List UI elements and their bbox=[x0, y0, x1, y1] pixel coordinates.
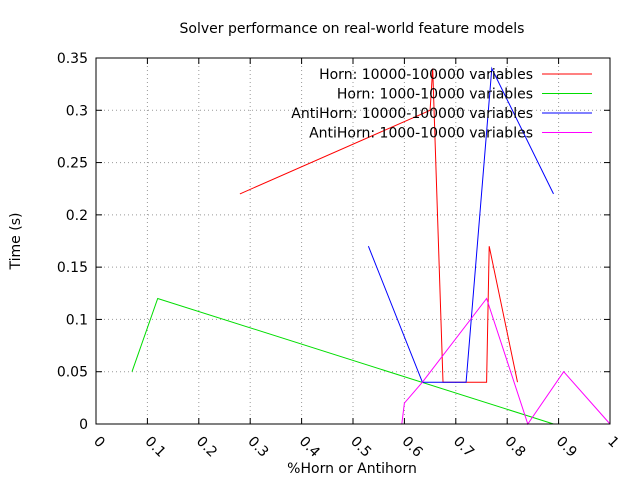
series-line-2 bbox=[131, 297, 554, 425]
legend-entry-label: AntiHorn: 10000-100000 variables bbox=[291, 106, 533, 122]
x-tick-label: 0.7 bbox=[450, 434, 477, 461]
legend-entry-label: Horn: 1000-10000 variables bbox=[337, 87, 533, 103]
y-axis-ticks: 0 0.05 0.1 0.15 0.2 0.25 0.3 0.35 bbox=[57, 51, 610, 433]
series-line-3 bbox=[367, 66, 554, 383]
legend-entry-label: Horn: 10000-100000 variables bbox=[319, 67, 533, 83]
y-tick-label: 0.15 bbox=[57, 260, 88, 276]
y-tick-label: 0.3 bbox=[66, 103, 88, 119]
legend: Horn: 10000-100000 variables Horn: 1000-1… bbox=[291, 67, 592, 142]
y-tick-label: 0.35 bbox=[57, 51, 88, 67]
x-tick-label: 0.9 bbox=[553, 434, 580, 461]
y-tick-label: 0.05 bbox=[57, 365, 88, 381]
x-tick-label: 0.5 bbox=[347, 434, 374, 461]
x-tick-label: 1 bbox=[604, 434, 622, 452]
legend-entry-label: AntiHorn: 1000-10000 variables bbox=[309, 126, 533, 142]
grid bbox=[96, 58, 610, 424]
x-axis-label: %Horn or Antihorn bbox=[287, 461, 417, 477]
y-tick-label: 0.2 bbox=[66, 208, 88, 224]
chart-title: Solver performance on real-world feature… bbox=[180, 21, 525, 37]
y-tick-label: 0.25 bbox=[57, 156, 88, 172]
x-tick-label: 0.2 bbox=[193, 434, 220, 461]
series-line-4 bbox=[401, 297, 611, 426]
y-tick-label: 0.1 bbox=[66, 312, 88, 328]
x-tick-label: 0.4 bbox=[296, 434, 323, 461]
y-tick-label: 0 bbox=[79, 417, 88, 433]
y-axis-label: Time (s) bbox=[8, 213, 24, 271]
x-tick-label: 0.1 bbox=[142, 434, 169, 461]
x-tick-label: 0.3 bbox=[244, 434, 271, 461]
x-tick-label: 0.8 bbox=[501, 434, 528, 461]
series-layer bbox=[131, 66, 611, 426]
x-tick-label: 0.6 bbox=[399, 434, 426, 461]
x-tick-label: 0 bbox=[90, 434, 108, 452]
